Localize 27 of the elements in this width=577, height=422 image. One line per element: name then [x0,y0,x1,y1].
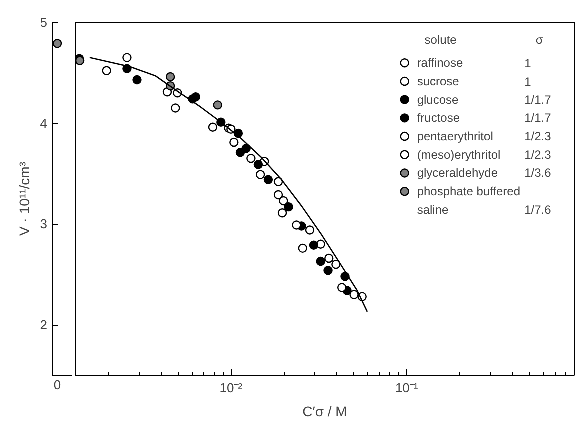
x-axis-title: C′σ / M [302,404,348,420]
annotation: 1/7.6 [524,202,552,217]
x-tick-label: 0 [54,378,62,392]
legend-label: glucose [417,92,460,107]
annotation: 1/2.3 [524,130,552,144]
x-tick-label: 10⁻¹ [395,380,419,396]
y-tick-label: 5 [40,15,48,30]
legend-label: phosphate buffered saline [417,184,521,217]
legend-label: sucrose [417,74,460,88]
annotation: 1/1.7 [524,92,552,107]
annotation: 1/2.3 [524,148,552,162]
legend-label: (meso)erythritol [417,148,501,162]
legend-label: raffinose [417,56,464,70]
legend-label: glyceraldehyde [417,166,498,180]
y-tick-label: 2 [40,318,48,333]
annotation: 1/3.6 [524,166,552,180]
annotation: σ [536,33,544,48]
x-tick-label: 10⁻² [220,380,244,396]
annotation: 1 [524,74,532,89]
annotation: 1 [524,56,532,71]
legend-label: fructose [417,111,460,126]
y-axis-title: V · 10¹¹/cm³ [16,162,32,236]
annotation: 1/1.7 [524,111,552,126]
y-tick-label: 3 [40,216,48,232]
y-tick-label: 4 [40,116,48,131]
legend-title: solute [424,33,458,48]
legend-label: pentaerythritol [417,130,494,144]
